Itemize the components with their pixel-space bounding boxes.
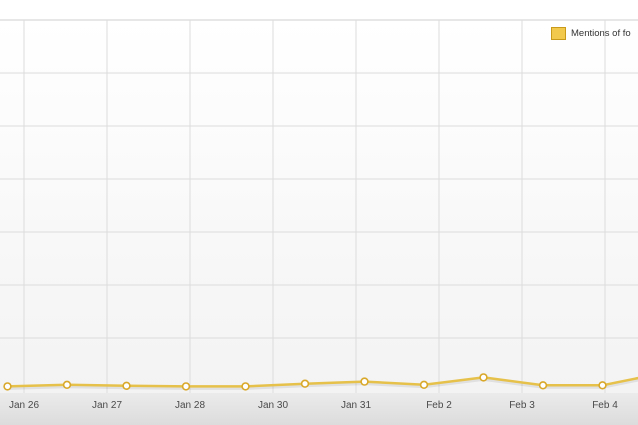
plot-background: [0, 20, 638, 393]
series-line-shadow: [7, 376, 638, 390]
data-point[interactable]: [62, 380, 72, 389]
x-tick-label: Jan 28: [175, 400, 205, 411]
data-point[interactable]: [598, 381, 607, 390]
data-point[interactable]: [360, 377, 369, 386]
x-axis-band: [0, 393, 638, 425]
legend-label: Mentions of fo: [571, 27, 631, 39]
x-tick-label: Jan 30: [258, 400, 288, 411]
legend-swatch-icon: [551, 26, 566, 40]
data-point[interactable]: [538, 381, 548, 390]
data-point[interactable]: [122, 381, 131, 390]
data-point[interactable]: [479, 373, 488, 382]
x-tick-label: Feb 2: [426, 400, 452, 411]
x-axis-ticks: Jan 26 Jan 27 Jan 28 Jan 30 Jan 31 Feb 2 Feb 3…: [9, 400, 618, 411]
data-point[interactable]: [181, 382, 191, 391]
data-point[interactable]: [241, 382, 250, 391]
data-point[interactable]: [419, 380, 429, 389]
x-tick-label: Jan 26: [9, 400, 39, 411]
x-tick-label: Jan 31: [341, 400, 371, 411]
data-point[interactable]: [300, 379, 310, 388]
grid: [0, 20, 638, 393]
series-line: [7, 376, 638, 388]
series-mentions: [3, 373, 638, 391]
x-tick-label: Jan 27: [92, 400, 122, 411]
legend[interactable]: Mentions of fo: [551, 25, 638, 41]
data-point[interactable]: [3, 382, 12, 391]
x-tick-label: Feb 3: [509, 400, 535, 411]
x-tick-label: Feb 4: [592, 400, 618, 411]
